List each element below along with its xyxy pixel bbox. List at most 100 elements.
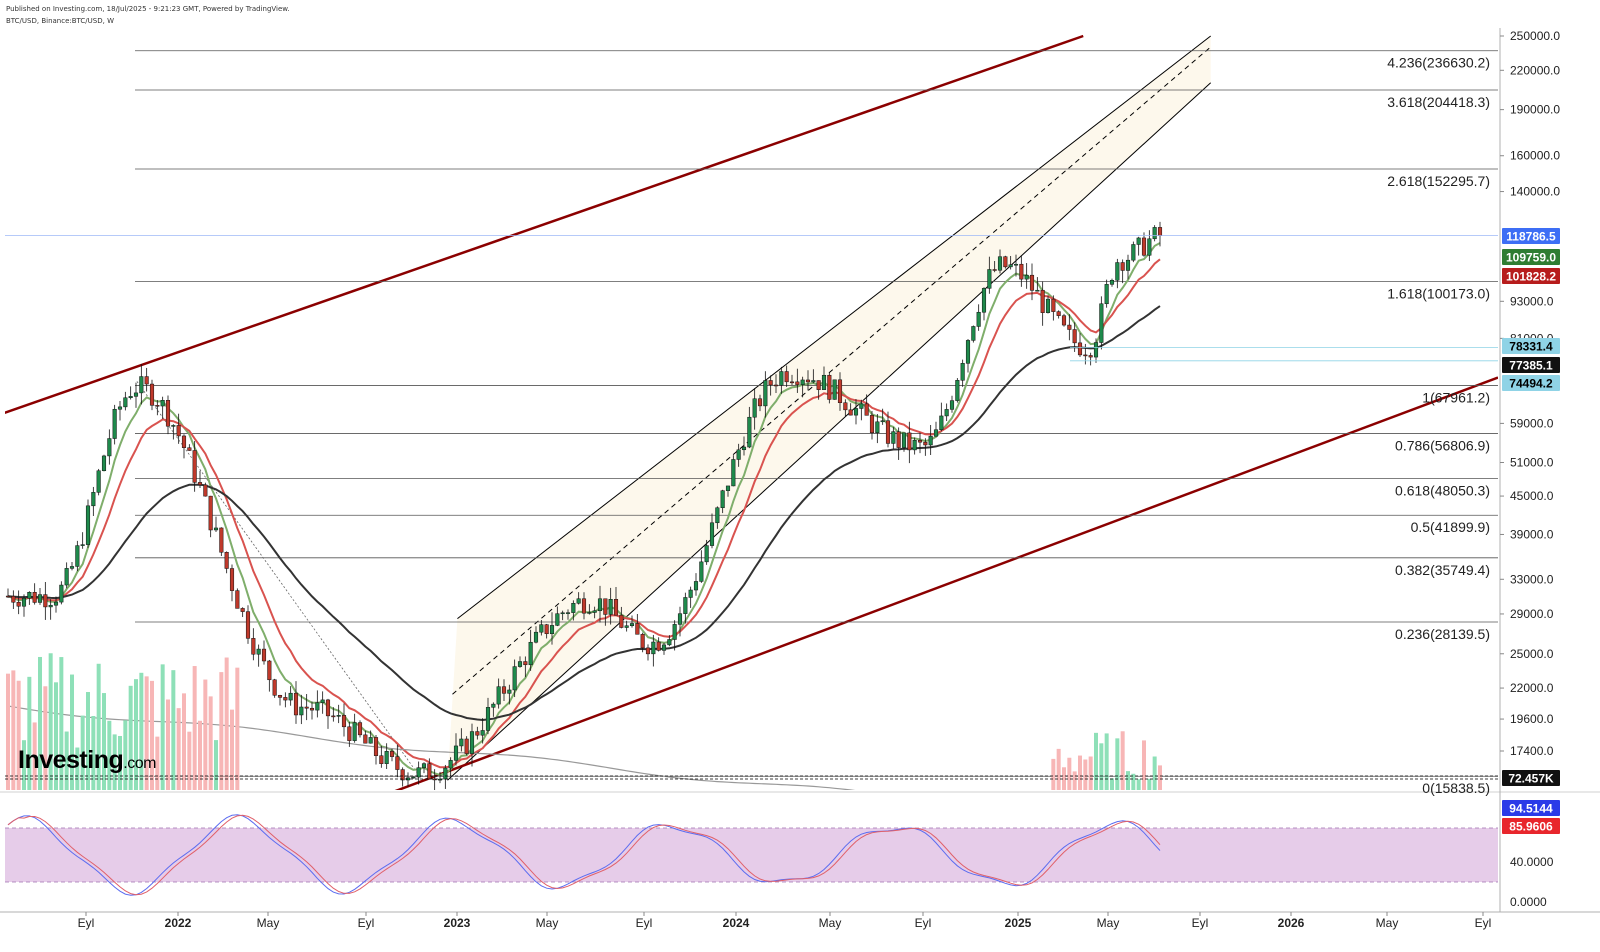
candle-body [421,763,427,768]
candle-body [699,561,704,582]
candle-body [763,380,768,407]
volume-bar [43,686,48,790]
candle-body [955,380,960,401]
candle-body [1040,289,1045,313]
candle-body [395,756,400,770]
y-tick-label-16: 17400.0 [1510,744,1554,758]
volume-bar [1142,740,1146,790]
volume-bar [139,672,144,790]
candle-body [624,625,629,628]
candle-body [331,715,336,718]
candle-body [779,371,784,386]
candle-body [736,449,741,460]
candle-body [821,374,827,390]
candle-body [592,610,597,613]
candle-body [992,269,997,271]
candle-body [1083,354,1088,357]
candle-body [640,634,645,649]
candle-body [480,730,485,736]
candle-body [693,581,699,591]
candle-body [939,415,944,430]
x-tick-label-15: Eyl [1475,916,1492,930]
x-tick-label-9: Eyl [915,916,932,930]
candle-body [256,648,261,655]
stoch-tick-0: 40.0000 [1510,855,1554,869]
candle-body [117,406,123,410]
volume-bar [235,667,240,790]
fib-label-5: 0.786(56806.9) [1395,438,1490,454]
volume-bar [102,693,106,790]
candle-body [837,379,843,403]
volume-bar [128,685,133,790]
volume-bar [1131,773,1136,790]
y-tick-label-14: 22000.0 [1510,681,1554,695]
fib-label-3: 1.618(100173.0) [1387,285,1490,301]
candle-body [576,598,581,604]
channel-lower-line [447,82,1212,781]
candle-body [869,415,875,433]
volume-bar [171,670,176,790]
x-tick-label-7: 2024 [723,916,750,930]
stoch-k-line [7,814,1161,896]
y-tick-label-13: 25000.0 [1510,647,1554,661]
volume-bar [176,708,181,790]
candle-body [432,778,437,781]
candle-body [293,692,299,716]
candle-body [240,608,245,612]
y-tick-label-8: 51000.0 [1510,455,1554,469]
candle-body [613,599,619,616]
volume-bar [155,736,160,790]
x-tick-label-0: Eyl [78,916,95,930]
candle-body [427,763,432,780]
candle-body [635,623,640,635]
candle-body [843,402,848,411]
candle-body [645,647,651,655]
candle-body [1019,263,1024,280]
candle-body [155,405,160,407]
candle-body [469,731,475,754]
candle-body [608,599,613,615]
y-tick-label-12: 29000.0 [1510,607,1554,621]
volume-bar [11,670,16,790]
candle-body [848,409,853,416]
candle-body [597,598,603,612]
candle-body [912,440,917,451]
candle-body [1131,244,1136,261]
candle-body [304,706,309,709]
volume-bar [192,666,197,790]
y-tick-label-7: 59000.0 [1510,416,1554,430]
candle-body [357,722,363,736]
volume-tag: 72.457K [1508,772,1554,786]
candle-body [213,527,219,531]
candle-body [560,612,565,615]
price-tag-3-bg [1502,338,1560,354]
candle-body [880,420,885,423]
candle-body [800,379,805,385]
candle-body [667,639,672,646]
volume-bar [1152,756,1157,790]
candle-body [923,441,928,446]
candle-body [187,447,192,451]
volume-bar [1078,755,1082,790]
y-tick-label-0: 250000.0 [1510,29,1560,43]
y-tick-label-2: 190000.0 [1510,103,1560,117]
candle-body [272,679,277,696]
volume-bar [59,657,64,790]
candle-body [832,379,837,400]
candle-body [971,326,976,341]
candle-body [827,374,832,400]
candle-body [757,398,763,407]
volume-bar [1104,733,1109,790]
candle-body [1035,289,1040,292]
candle-body [123,397,128,408]
candle-body [507,689,512,694]
volume-bar [150,680,154,790]
candle-body [1013,263,1019,266]
candle-body [960,363,965,381]
candle-body [896,431,901,448]
fib-label-2: 2.618(152295.7) [1387,173,1490,189]
candle-body [789,381,795,384]
price-tag-1-bg [1502,249,1560,265]
candle-body [1024,274,1029,280]
